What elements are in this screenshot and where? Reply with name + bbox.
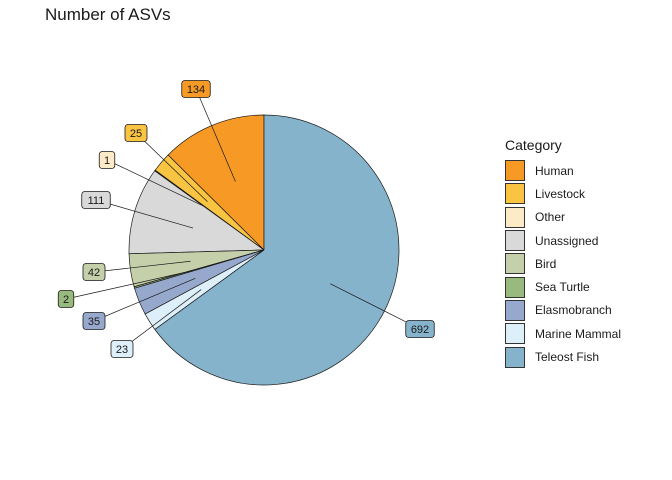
chart-title: Number of ASVs bbox=[45, 5, 171, 24]
legend-item: Elasmobranch bbox=[505, 299, 621, 322]
leader-line bbox=[330, 283, 421, 330]
value-label: 692 bbox=[411, 324, 429, 336]
legend-label: Bird bbox=[535, 256, 557, 271]
legend-item: Sea Turtle bbox=[505, 275, 621, 298]
value-label-box bbox=[82, 312, 106, 330]
legend-label: Teleost Fish bbox=[535, 350, 600, 365]
legend-swatch bbox=[505, 230, 525, 252]
leader-line bbox=[65, 270, 193, 300]
legend-swatch bbox=[505, 183, 525, 205]
value-label-box bbox=[57, 290, 75, 308]
pie-slice-human bbox=[167, 114, 265, 251]
pie-slice-unassigned bbox=[128, 170, 266, 255]
legend-swatch bbox=[505, 299, 525, 321]
value-label: 2 bbox=[63, 294, 69, 306]
legend-swatch bbox=[505, 160, 525, 182]
legend-label: Livestock bbox=[535, 186, 586, 201]
value-label-box bbox=[81, 191, 111, 209]
value-label: 134 bbox=[187, 84, 205, 96]
legend-label: Elasmobranch bbox=[535, 303, 612, 318]
legend-label: Unassigned bbox=[535, 233, 599, 248]
value-label: 42 bbox=[88, 267, 100, 279]
leader-line bbox=[93, 260, 191, 273]
legend-swatch bbox=[505, 253, 525, 275]
legend-item: Unassigned bbox=[505, 229, 621, 252]
leader-line bbox=[106, 159, 205, 207]
value-label-box bbox=[82, 263, 106, 281]
legend-swatch bbox=[505, 323, 525, 345]
legend-label: Sea Turtle bbox=[535, 280, 590, 295]
value-label-box bbox=[98, 151, 116, 169]
value-label: 1 bbox=[104, 155, 110, 167]
leader-line bbox=[93, 277, 196, 322]
value-label-box bbox=[405, 320, 435, 338]
leader-line bbox=[135, 132, 208, 203]
legend-item: Livestock bbox=[505, 182, 621, 205]
value-label: 35 bbox=[88, 316, 100, 328]
value-label-box bbox=[124, 124, 148, 142]
legend-item: Teleost Fish bbox=[505, 345, 621, 368]
leader-line bbox=[121, 289, 202, 350]
legend-swatch bbox=[505, 346, 525, 368]
legend-item: Marine Mammal bbox=[505, 322, 621, 345]
legend-item: Human bbox=[505, 159, 621, 182]
legend-item: Bird bbox=[505, 252, 621, 275]
value-label: 111 bbox=[88, 195, 105, 207]
legend-swatch bbox=[505, 206, 525, 228]
value-label: 23 bbox=[116, 344, 128, 356]
legend-label: Marine Mammal bbox=[535, 326, 622, 341]
value-label-box bbox=[181, 80, 211, 98]
leader-line bbox=[95, 199, 194, 229]
legend-label: Human bbox=[535, 163, 574, 178]
value-label: 25 bbox=[130, 128, 142, 140]
value-label-box bbox=[110, 340, 134, 358]
legend-item: Other bbox=[505, 206, 621, 229]
legend-title: Category bbox=[505, 137, 562, 153]
legend-items: Human Livestock Other Unassigned Bird Sea Tur… bbox=[505, 159, 621, 369]
leader-line bbox=[195, 88, 236, 182]
legend: Category Human Livestock Other Unassigned Bi… bbox=[505, 137, 621, 369]
legend-swatch bbox=[505, 276, 525, 298]
legend-label: Other bbox=[535, 210, 566, 225]
